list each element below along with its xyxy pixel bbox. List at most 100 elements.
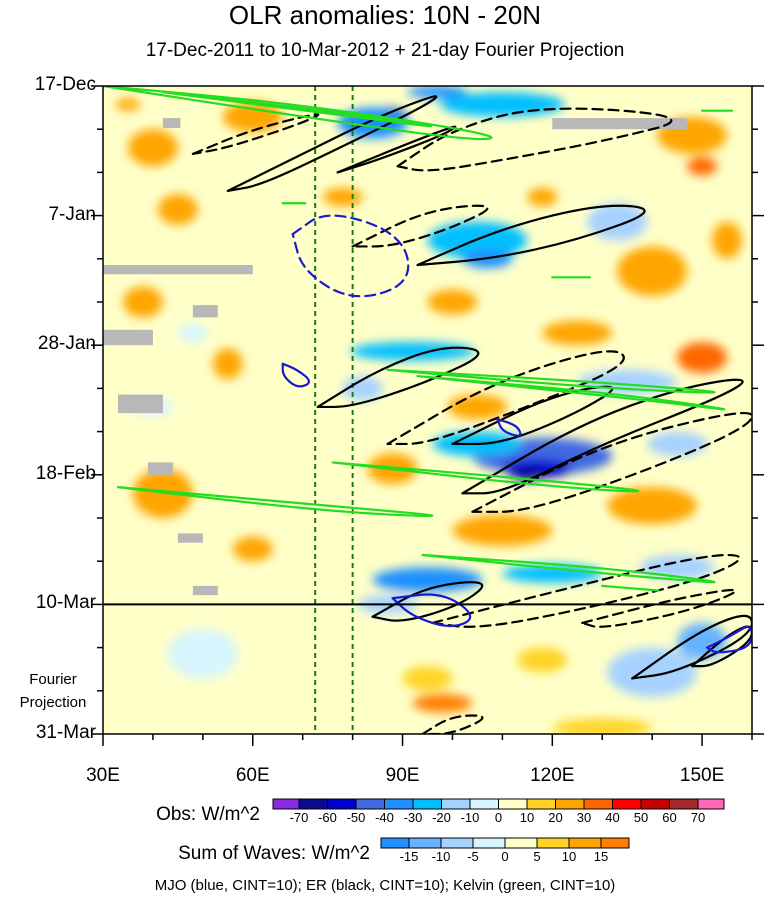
mjo-contour bbox=[291, 214, 410, 298]
colorbar-box bbox=[469, 798, 499, 810]
colorbar-box bbox=[612, 798, 642, 810]
x-tick-label: 30E bbox=[86, 765, 120, 786]
chart-title: OLR anomalies: 10N - 20N bbox=[228, 0, 542, 30]
longitude-markers bbox=[314, 86, 354, 734]
axis-ticks bbox=[91, 85, 764, 746]
anomaly-cell bbox=[517, 647, 568, 673]
colorbar-tick-label: -10 bbox=[460, 810, 480, 825]
colorbar-tick-label: -10 bbox=[431, 849, 451, 864]
anomaly-cell bbox=[617, 246, 688, 296]
colorbar-box bbox=[272, 798, 300, 810]
y-tick-label: 7-Jan bbox=[48, 203, 96, 225]
anomaly-cell bbox=[122, 286, 163, 318]
missing-data-cell bbox=[117, 394, 163, 414]
colorbar-tick-label: -70 bbox=[289, 810, 309, 825]
anomaly-cell bbox=[407, 86, 468, 99]
anomaly-cell bbox=[502, 564, 603, 583]
colorbar-box bbox=[440, 837, 474, 849]
anomaly-cell bbox=[322, 187, 363, 207]
colorbar-box bbox=[498, 798, 528, 810]
y-tick-label: 10-Mar bbox=[35, 592, 96, 614]
er-contour bbox=[316, 346, 480, 409]
er-contour bbox=[421, 714, 484, 734]
fourier-projection-label: Fourier Projection bbox=[8, 668, 98, 714]
colorbar-tick-label: -30 bbox=[403, 810, 423, 825]
anomaly-cell bbox=[607, 647, 698, 697]
y-tick-label: 31-Mar bbox=[35, 722, 96, 743]
missing-data-cell bbox=[103, 329, 153, 346]
kelvin-contour bbox=[331, 461, 640, 493]
missing-data-cell bbox=[103, 264, 253, 275]
x-tick-label: 60E bbox=[235, 765, 270, 786]
colorbar-box bbox=[697, 798, 725, 810]
anomaly-cell bbox=[427, 289, 478, 315]
anomaly-cell bbox=[712, 221, 743, 259]
mjo-contour bbox=[705, 625, 752, 654]
anomaly-cell bbox=[127, 129, 178, 167]
colorbar-tick-label: 0 bbox=[494, 810, 503, 825]
kelvin-contour bbox=[116, 486, 434, 518]
colorbar-box bbox=[384, 798, 414, 810]
wave-contours bbox=[103, 86, 752, 734]
colorbar-box bbox=[408, 837, 442, 849]
mjo-contour bbox=[281, 362, 311, 388]
mjo-contour bbox=[391, 593, 472, 628]
anomaly-field bbox=[103, 86, 752, 734]
anomaly-cell bbox=[177, 323, 208, 343]
waves-legend-title: Sum of Waves: W/m^2 bbox=[178, 843, 370, 864]
y-tick-label: 17-Dec bbox=[34, 74, 96, 95]
colorbar-tick-label: 70 bbox=[690, 810, 706, 825]
anomaly-cell bbox=[412, 693, 473, 713]
plot-frame bbox=[102, 85, 753, 735]
colorbar-box bbox=[583, 798, 613, 810]
er-contour bbox=[471, 412, 752, 513]
colorbar-box bbox=[412, 798, 442, 810]
colorbar-tick-label: -60 bbox=[318, 810, 337, 825]
er-contour bbox=[191, 113, 320, 155]
mjo-contour bbox=[496, 418, 522, 437]
er-contour bbox=[461, 378, 744, 495]
colorbar-box bbox=[526, 798, 556, 810]
chart-subtitle: 17-Dec-2011 to 10-Mar-2012 + 21-day Four… bbox=[145, 40, 625, 61]
colorbar-box bbox=[568, 837, 602, 849]
er-contour bbox=[226, 95, 438, 193]
kelvin-contour bbox=[161, 91, 432, 128]
colorbar-tick-label: 15 bbox=[593, 849, 609, 864]
anomaly-cell bbox=[222, 101, 283, 133]
colorbar-tick-label: -50 bbox=[346, 810, 366, 825]
anomaly-cell bbox=[232, 536, 273, 562]
er-contour bbox=[631, 614, 752, 680]
missing-data-cell bbox=[552, 118, 688, 130]
er-contour bbox=[416, 204, 646, 267]
colorbar-tick-label: 10 bbox=[519, 810, 535, 825]
colorbar-tick-label: 30 bbox=[576, 810, 592, 825]
anomaly-cell bbox=[587, 203, 648, 241]
obs-colorbar bbox=[272, 798, 725, 810]
anomaly-cell bbox=[157, 194, 198, 225]
colorbar-tick-label: -40 bbox=[375, 810, 394, 825]
kelvin-contour bbox=[416, 374, 726, 411]
missing-data-cell bbox=[162, 118, 181, 128]
kelvin-contour bbox=[103, 86, 493, 141]
anomaly-cell bbox=[607, 487, 698, 525]
kelvin-contour bbox=[421, 553, 716, 584]
anomaly-cell bbox=[212, 348, 243, 380]
anomaly-cell bbox=[167, 629, 238, 679]
er-contour bbox=[581, 588, 737, 628]
colorbar-tick-label: 5 bbox=[533, 849, 541, 864]
er-contour bbox=[386, 350, 625, 446]
waves-colorbar bbox=[380, 837, 630, 849]
er-contour bbox=[336, 125, 457, 174]
y-tick-label: 28-Jan bbox=[37, 333, 96, 355]
colorbar-box bbox=[640, 798, 670, 810]
anomaly-cell bbox=[552, 718, 653, 734]
colorbar-tick-label: -15 bbox=[399, 849, 419, 864]
missing-data-cell bbox=[147, 462, 173, 475]
missing-data-cell bbox=[192, 585, 218, 596]
colorbar-box bbox=[298, 798, 328, 810]
colorbar-box bbox=[600, 837, 630, 849]
fourier-label-line1: Fourier bbox=[29, 671, 77, 688]
anomaly-cell bbox=[452, 514, 553, 546]
colorbar-tick-label: 0 bbox=[501, 849, 509, 864]
